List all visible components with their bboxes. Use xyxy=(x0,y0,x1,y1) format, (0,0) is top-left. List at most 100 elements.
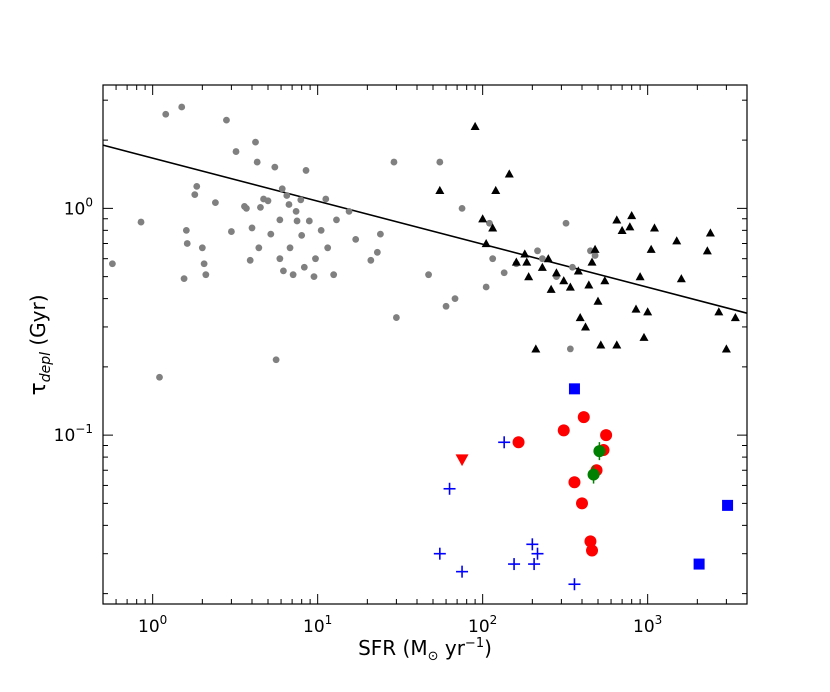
data-point-triangle xyxy=(631,304,641,313)
data-point-triangle xyxy=(520,249,530,258)
data-point-gray xyxy=(178,103,186,111)
data-point-triangle xyxy=(488,223,498,232)
data-point-gray xyxy=(246,256,254,264)
data-point-triangle xyxy=(672,236,682,245)
data-point-gray xyxy=(562,219,570,227)
data-point-gray xyxy=(436,158,444,166)
data-point-triangle xyxy=(600,276,610,285)
data-point-triangle xyxy=(702,246,712,255)
data-point-gray xyxy=(212,199,219,207)
data-point-triangle xyxy=(617,225,627,234)
data-point-gray xyxy=(330,271,338,279)
data-point-gray xyxy=(500,269,508,277)
data-point-gray xyxy=(489,255,497,263)
data-point-triangle xyxy=(639,332,649,341)
data-point-triangle xyxy=(504,169,514,178)
data-point-gray xyxy=(156,373,163,381)
data-point-gray xyxy=(267,230,275,238)
data-point-gray xyxy=(264,197,272,205)
data-point-gray xyxy=(276,216,284,224)
data-point-gray xyxy=(425,271,432,279)
data-point-triangle xyxy=(470,121,480,130)
data-point-gray xyxy=(191,191,199,199)
x-axis-label: SFR (M⊙ yr−1) xyxy=(358,636,492,664)
data-point-gray xyxy=(392,314,400,321)
data-point-gray xyxy=(293,217,301,225)
data-point-gray xyxy=(283,192,291,199)
data-point-ff0000 xyxy=(586,544,599,557)
data-point-triangle xyxy=(721,344,731,353)
data-point-gray xyxy=(278,185,286,193)
data-point-gray xyxy=(569,263,576,271)
data-point-gray xyxy=(538,255,546,263)
data-point-ff0000 xyxy=(577,411,590,424)
data-point-ff0000 xyxy=(600,429,613,442)
data-point-triangle xyxy=(596,340,606,349)
data-point-gray xyxy=(162,110,170,118)
data-point-gray xyxy=(390,158,398,166)
data-point-gray xyxy=(285,201,293,208)
data-point-gray xyxy=(302,167,310,174)
data-point-square xyxy=(722,499,734,511)
data-point-gray xyxy=(310,273,318,281)
data-point-triangle xyxy=(491,185,501,195)
data-point-gray xyxy=(333,216,340,224)
data-point-gray xyxy=(566,345,574,353)
data-point-triangle xyxy=(627,211,637,220)
data-point-ff0000 xyxy=(584,535,597,548)
data-point-gray xyxy=(289,271,297,279)
data-point-gray xyxy=(458,204,466,212)
data-point-gray xyxy=(377,230,384,238)
data-point-triangle xyxy=(730,313,740,322)
data-point-ff0000 xyxy=(512,436,525,449)
data-point-gray xyxy=(252,138,259,146)
data-point-gray xyxy=(180,275,188,283)
data-point-gray xyxy=(137,218,145,226)
data-point-ff0000 xyxy=(576,497,589,510)
data-point-ff0000 xyxy=(568,476,581,489)
data-point-triangle xyxy=(531,344,541,353)
x-tick-label: 100 xyxy=(138,613,167,637)
x-tick-label: 102 xyxy=(468,613,497,637)
data-point-gray xyxy=(286,244,294,252)
data-point-ff0000 xyxy=(557,424,570,437)
data-point-gray xyxy=(442,302,450,310)
data-point-gray xyxy=(253,158,261,166)
data-point-gray xyxy=(276,255,284,263)
data-point-square xyxy=(568,383,580,395)
data-point-triangle xyxy=(573,266,583,275)
data-point-gray xyxy=(193,182,201,190)
data-point-triangle xyxy=(584,280,594,289)
data-point-gray xyxy=(248,224,256,232)
data-point-triangle xyxy=(612,215,622,224)
fit-line xyxy=(102,144,748,314)
data-point-gray xyxy=(182,226,190,234)
data-point-gray xyxy=(591,252,599,259)
data-point-triangle xyxy=(590,244,600,253)
data-point-gray xyxy=(451,295,459,303)
data-point-triangle xyxy=(575,313,585,322)
data-point-gray xyxy=(482,283,490,291)
data-point-triangle xyxy=(612,340,622,349)
data-point-triangle xyxy=(714,307,724,316)
data-point-gray xyxy=(298,231,306,239)
y-axis-label: τdepl (Gyr) xyxy=(26,294,54,395)
data-point-triangle xyxy=(625,222,635,231)
x-tick-label: 101 xyxy=(303,613,332,637)
data-point-triangle xyxy=(565,282,575,291)
data-point-triangle xyxy=(546,284,556,293)
data-point-gray xyxy=(202,271,210,279)
data-point-008000 xyxy=(587,468,600,481)
y-tick-label: 10−1 xyxy=(54,422,93,446)
data-point-gray xyxy=(345,207,353,215)
data-point-gray xyxy=(232,148,240,155)
data-point-gray xyxy=(255,244,263,252)
data-point-gray xyxy=(257,203,264,211)
data-point-triangle-down xyxy=(455,454,469,467)
data-point-gray xyxy=(367,256,375,264)
data-point-008000 xyxy=(593,445,606,458)
data-point-triangle xyxy=(580,322,590,331)
data-point-gray xyxy=(534,247,541,255)
data-point-gray xyxy=(352,235,360,243)
data-point-gray xyxy=(322,195,330,203)
